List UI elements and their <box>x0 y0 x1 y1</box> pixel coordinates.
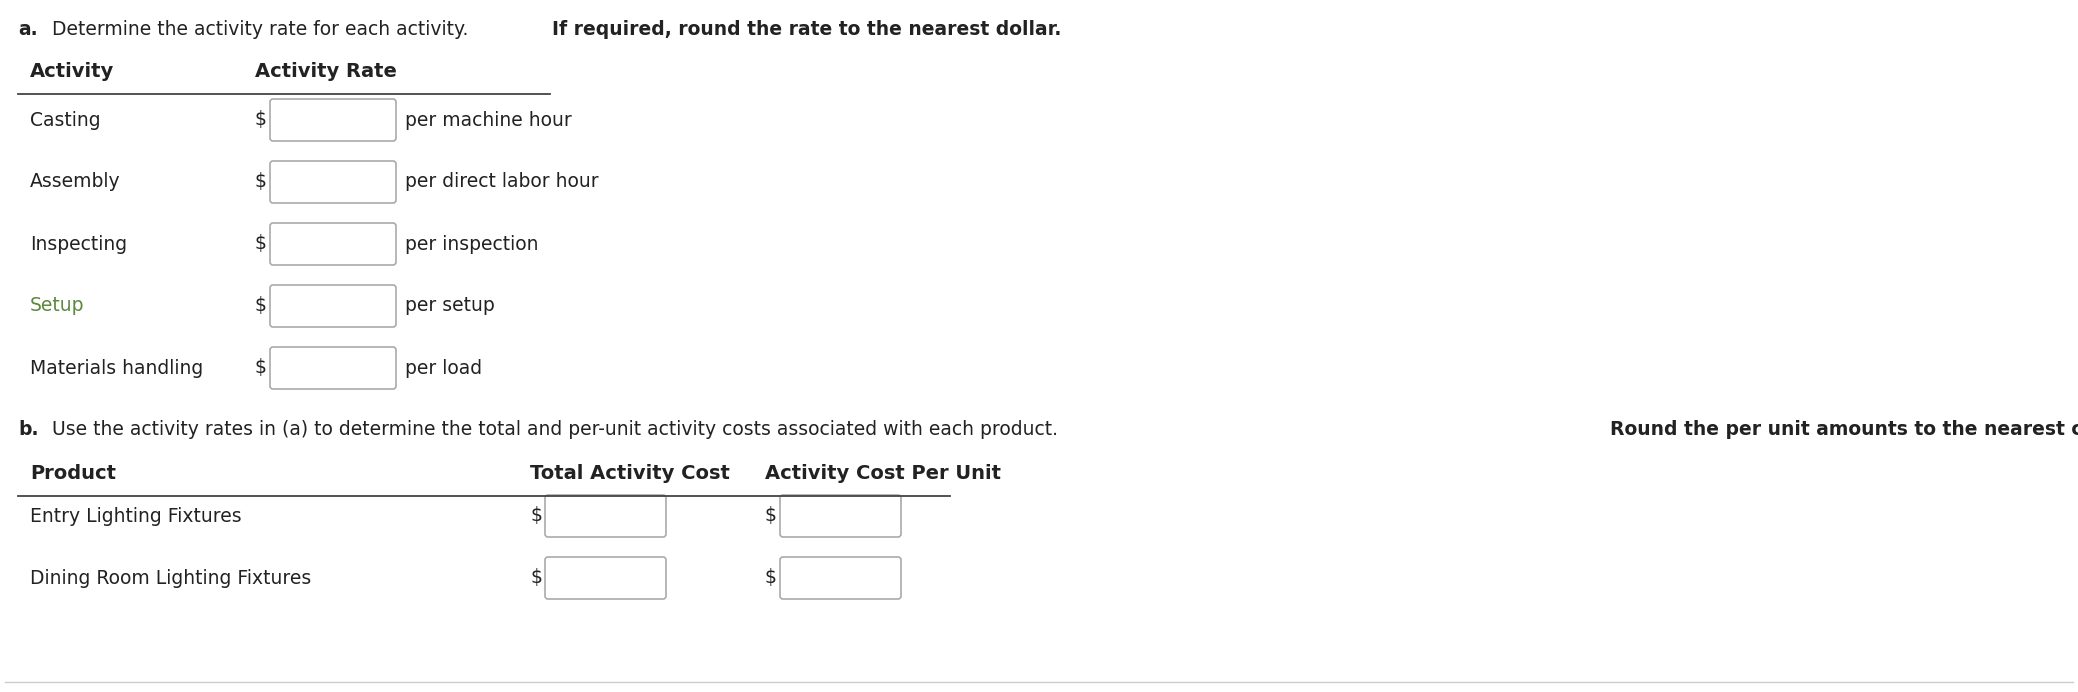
FancyBboxPatch shape <box>270 223 397 265</box>
Text: Determine the activity rate for each activity.: Determine the activity rate for each act… <box>52 20 474 39</box>
Text: Dining Room Lighting Fixtures: Dining Room Lighting Fixtures <box>29 569 312 588</box>
Text: per machine hour: per machine hour <box>405 111 571 129</box>
Text: Activity Rate: Activity Rate <box>256 62 397 81</box>
FancyBboxPatch shape <box>270 285 397 327</box>
FancyBboxPatch shape <box>544 557 667 599</box>
Text: Materials handling: Materials handling <box>29 358 204 378</box>
Text: per setup: per setup <box>405 296 495 316</box>
FancyBboxPatch shape <box>779 557 902 599</box>
Text: $: $ <box>530 569 542 588</box>
Text: $: $ <box>256 235 266 253</box>
Text: Assembly: Assembly <box>29 172 121 192</box>
Text: per inspection: per inspection <box>405 235 538 253</box>
Text: Casting: Casting <box>29 111 100 129</box>
Text: $: $ <box>256 111 266 129</box>
Text: Product: Product <box>29 464 116 483</box>
Text: Activity Cost Per Unit: Activity Cost Per Unit <box>765 464 1002 483</box>
Text: If required, round the rate to the nearest dollar.: If required, round the rate to the neare… <box>553 20 1062 39</box>
Text: $: $ <box>256 296 266 316</box>
Text: Total Activity Cost: Total Activity Cost <box>530 464 729 483</box>
Text: b.: b. <box>19 420 39 439</box>
Text: Activity: Activity <box>29 62 114 81</box>
Text: $: $ <box>765 507 777 525</box>
Text: $: $ <box>765 569 777 588</box>
FancyBboxPatch shape <box>544 495 667 537</box>
Text: Inspecting: Inspecting <box>29 235 127 253</box>
FancyBboxPatch shape <box>779 495 902 537</box>
Text: Round the per unit amounts to the nearest cent.: Round the per unit amounts to the neares… <box>1610 420 2078 439</box>
Text: $: $ <box>256 358 266 378</box>
Text: Entry Lighting Fixtures: Entry Lighting Fixtures <box>29 507 241 525</box>
Text: $: $ <box>256 172 266 192</box>
Text: per load: per load <box>405 358 482 378</box>
FancyBboxPatch shape <box>270 347 397 389</box>
Text: $: $ <box>530 507 542 525</box>
Text: Setup: Setup <box>29 296 85 316</box>
Text: Use the activity rates in (a) to determine the total and per-unit activity costs: Use the activity rates in (a) to determi… <box>52 420 1064 439</box>
Text: a.: a. <box>19 20 37 39</box>
FancyBboxPatch shape <box>270 99 397 141</box>
FancyBboxPatch shape <box>270 161 397 203</box>
Text: per direct labor hour: per direct labor hour <box>405 172 598 192</box>
